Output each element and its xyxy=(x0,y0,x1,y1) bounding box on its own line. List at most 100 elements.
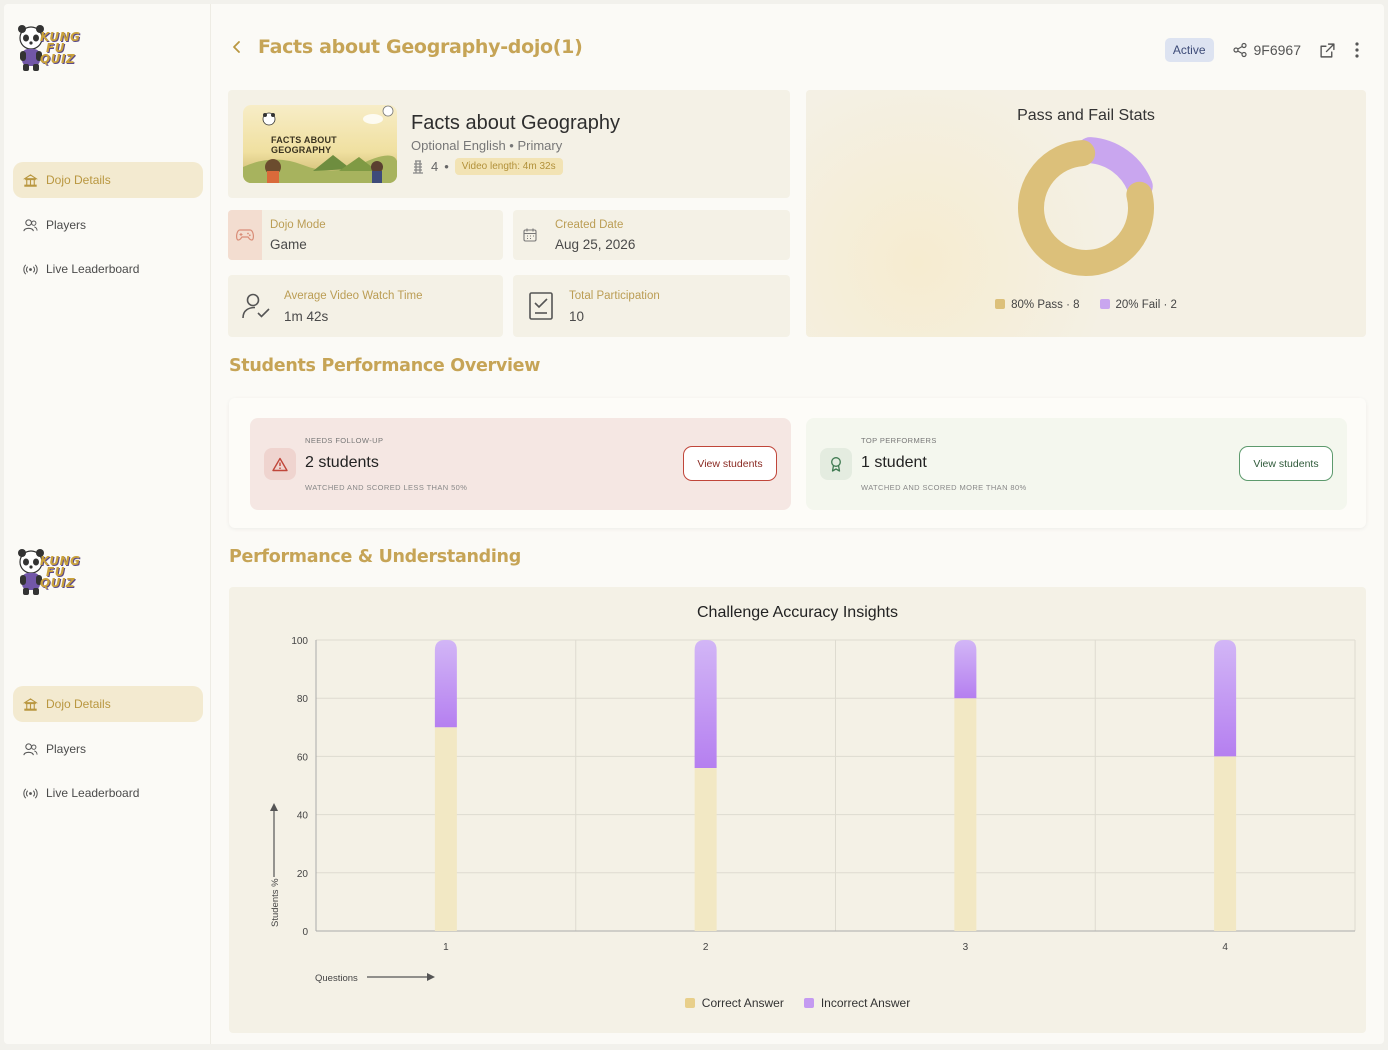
legend-correct-label: Correct Answer xyxy=(701,996,784,1010)
share-icon xyxy=(1232,42,1247,58)
warning-icon-wrap xyxy=(264,448,296,480)
bar-incorrect[interactable] xyxy=(694,640,717,769)
watch-time-label: Average Video Watch Time xyxy=(284,290,423,302)
gamepad-icon xyxy=(236,229,254,241)
pass-fail-legend: 80% Pass · 8 20% Fail · 2 xyxy=(806,299,1366,311)
view-follow-up-students-button[interactable]: View students xyxy=(683,446,777,481)
x-tick-label: 1 xyxy=(443,942,449,953)
award-icon xyxy=(831,457,841,472)
dojo-name: Facts about Geography xyxy=(411,112,621,134)
overview-section-title: Students Performance Overview xyxy=(229,356,541,376)
logo[interactable]: KUNG FU QUIZ xyxy=(14,22,84,74)
y-tick-label: 20 xyxy=(297,869,309,880)
dojo-mode-label: Dojo Mode xyxy=(270,219,326,231)
donut-slice-fail xyxy=(1077,137,1153,200)
panda-logo-icon xyxy=(18,549,44,595)
status-badge: Active xyxy=(1164,38,1214,62)
calendar-icon-wrap xyxy=(513,210,547,260)
meta-separator: • xyxy=(444,159,449,174)
bar-correct[interactable] xyxy=(694,768,717,931)
checklist-icon xyxy=(529,292,553,320)
level-icon xyxy=(413,159,423,174)
header-actions: Active 9F6967 xyxy=(1164,38,1360,62)
y-axis-arrowhead-icon xyxy=(270,803,278,811)
legend-swatch xyxy=(684,998,695,1008)
sidebar-item-players[interactable]: Players xyxy=(13,207,203,243)
dojo-icon xyxy=(23,173,38,187)
players-icon xyxy=(23,742,38,755)
sidebar-item-live-leaderboard[interactable]: Live Leaderboard xyxy=(13,775,203,811)
sidebar: KUNG FU QUIZ Dojo Details Players Live L… xyxy=(4,4,211,1044)
sidebar-item-label: Live Leaderboard xyxy=(46,786,140,800)
legend-incorrect-label: Incorrect Answer xyxy=(820,996,911,1010)
y-tick-label: 60 xyxy=(297,752,309,763)
sidebar-item-dojo-details[interactable]: Dojo Details xyxy=(13,162,203,198)
legend-pass-label: 80% Pass · 8 xyxy=(1011,299,1080,311)
more-options-icon[interactable] xyxy=(1354,41,1360,59)
participation-label: Total Participation xyxy=(569,290,660,302)
players-icon xyxy=(23,218,38,231)
dojo-summary-card: FACTS ABOUT GEOGRAPHY Facts about Geogra… xyxy=(228,90,790,198)
broadcast-icon xyxy=(23,263,38,275)
top-desc: WATCHED AND SCORED MORE THAN 80% xyxy=(861,483,1027,492)
dojo-level: 4 xyxy=(431,159,439,174)
needs-follow-up-card: NEEDS FOLLOW-UP 2 students WATCHED AND S… xyxy=(250,418,791,510)
logo-text: KUNG FU QUIZ xyxy=(40,554,81,590)
bar-incorrect[interactable] xyxy=(1214,640,1237,757)
dojo-mode-value: Game xyxy=(270,237,307,252)
watch-time-card: Average Video Watch Time 1m 42s xyxy=(228,275,503,337)
y-tick-label: 0 xyxy=(302,927,308,938)
thumbnail-art-icon xyxy=(243,105,397,183)
legend-swatch xyxy=(995,299,1006,309)
bar-incorrect[interactable] xyxy=(434,640,457,728)
legend-incorrect: Incorrect Answer xyxy=(803,996,911,1010)
created-date-value: Aug 25, 2026 xyxy=(555,237,636,252)
legend-fail-label: 20% Fail · 2 xyxy=(1115,299,1177,311)
follow-up-count: 2 students xyxy=(305,454,379,471)
bar-correct[interactable] xyxy=(434,727,457,931)
bar-correct[interactable] xyxy=(954,698,977,931)
sidebar-item-players[interactable]: Players xyxy=(13,731,203,767)
dojo-thumbnail: FACTS ABOUT GEOGRAPHY xyxy=(243,105,397,183)
pass-fail-donut xyxy=(1018,137,1154,276)
chart-title: Challenge Accuracy Insights xyxy=(697,604,898,621)
award-icon-wrap xyxy=(820,448,852,480)
follow-up-caption: NEEDS FOLLOW-UP xyxy=(305,436,384,445)
panda-logo-icon xyxy=(18,25,44,71)
x-axis-arrowhead-icon xyxy=(427,973,435,981)
pass-fail-card: Pass and Fail Stats 80% Pass · 8 20% Fai… xyxy=(806,90,1366,337)
created-date-card: Created Date Aug 25, 2026 xyxy=(513,210,790,260)
performance-overview: NEEDS FOLLOW-UP 2 students WATCHED AND S… xyxy=(229,398,1366,528)
sidebar-item-live-leaderboard[interactable]: Live Leaderboard xyxy=(13,251,203,287)
sidebar-item-label: Dojo Details xyxy=(46,697,111,711)
challenge-accuracy-card: Challenge Accuracy Insights 0 20 40 60 80 100… xyxy=(229,587,1366,1033)
sidebar-item-label: Dojo Details xyxy=(46,173,111,187)
dojo-icon xyxy=(23,697,38,711)
legend-swatch xyxy=(1099,299,1110,309)
performance-section-title: Performance & Understanding xyxy=(229,547,521,567)
page-title: Facts about Geography-dojo(1) xyxy=(258,36,583,58)
external-link-icon[interactable] xyxy=(1319,42,1336,59)
sidebar-item-dojo-details[interactable]: Dojo Details xyxy=(13,686,203,722)
logo[interactable]: KUNG FU QUIZ xyxy=(14,546,84,598)
participation-card: Total Participation 10 xyxy=(513,275,790,337)
bar-incorrect[interactable] xyxy=(954,640,977,699)
participation-value: 10 xyxy=(569,309,585,324)
dojo-subtitle: Optional English • Primary xyxy=(411,138,563,153)
share-code-button[interactable]: 9F6967 xyxy=(1232,42,1301,58)
x-tick-label: 2 xyxy=(703,942,709,953)
user-check-icon-wrap xyxy=(236,275,276,337)
y-tick-label: 80 xyxy=(297,694,309,705)
app-window: KUNG FU QUIZ Dojo Details Players Live L… xyxy=(4,4,1384,1044)
gamepad-icon-wrap xyxy=(228,210,262,260)
sidebar-item-label: Live Leaderboard xyxy=(46,262,140,276)
legend-correct: Correct Answer xyxy=(684,996,784,1010)
bar-correct[interactable] xyxy=(1214,756,1237,931)
dojo-meta: 4 • Video length: 4m 32s xyxy=(411,158,563,175)
view-top-students-button[interactable]: View students xyxy=(1239,446,1333,481)
logo-text: KUNG FU QUIZ xyxy=(40,30,81,66)
top-count: 1 student xyxy=(861,454,927,471)
page-header: Facts about Geography-dojo(1) xyxy=(230,36,583,58)
back-arrow-icon[interactable] xyxy=(230,40,244,54)
sidebar-item-label: Players xyxy=(46,218,87,232)
